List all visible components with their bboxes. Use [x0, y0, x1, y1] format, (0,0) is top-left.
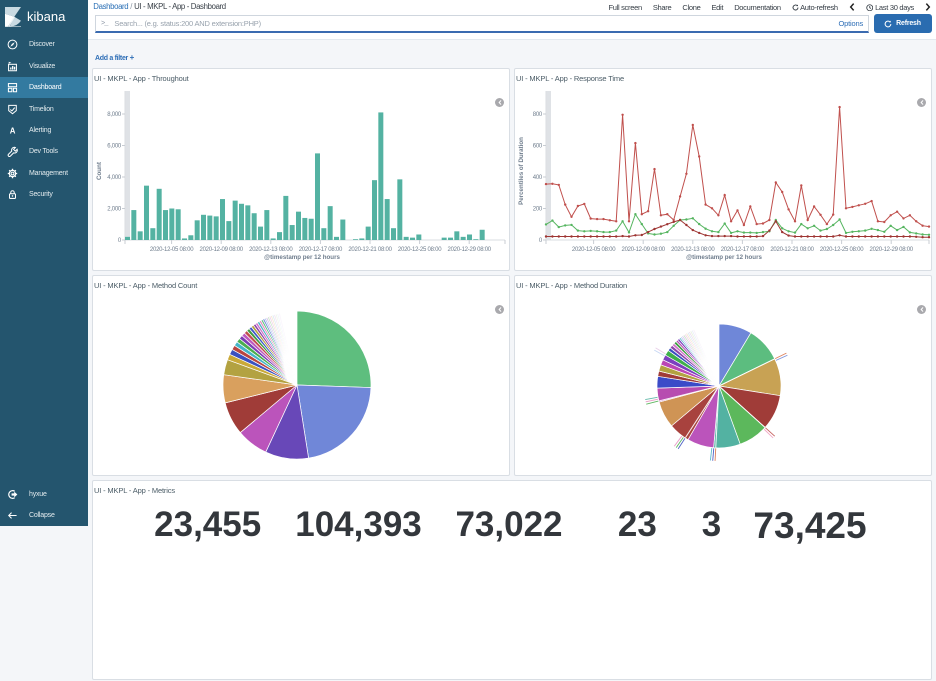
svg-text:0: 0 [539, 238, 543, 244]
svg-text:Count: Count [96, 162, 103, 180]
svg-text:2020-12-25 08:00: 2020-12-25 08:00 [398, 247, 442, 253]
svg-text:2,000: 2,000 [107, 207, 122, 213]
svg-text:@timestamp per 12 hours: @timestamp per 12 hours [264, 254, 340, 261]
svg-text:2020-12-13 08:00: 2020-12-13 08:00 [249, 247, 293, 253]
svg-text:2020-12-29 08:00: 2020-12-29 08:00 [870, 247, 914, 253]
svg-text:Percentiles of Duration: Percentiles of Duration [518, 137, 525, 205]
svg-text:400: 400 [533, 175, 543, 181]
svg-text:2020-12-29 08:00: 2020-12-29 08:00 [448, 247, 492, 253]
svg-text:A: A [10, 127, 16, 136]
svg-text:200: 200 [533, 207, 543, 213]
svg-text:4,000: 4,000 [107, 175, 122, 181]
svg-text:2020-12-05 08:00: 2020-12-05 08:00 [150, 247, 194, 253]
svg-text:2020-12-21 08:00: 2020-12-21 08:00 [770, 247, 814, 253]
svg-text:2020-12-09 08:00: 2020-12-09 08:00 [622, 247, 666, 253]
svg-text:600: 600 [533, 144, 543, 150]
svg-text:0: 0 [118, 238, 122, 244]
svg-text:2020-12-21 08:00: 2020-12-21 08:00 [348, 247, 392, 253]
svg-text:2020-12-17 08:00: 2020-12-17 08:00 [721, 247, 765, 253]
svg-text:2020-12-17 08:00: 2020-12-17 08:00 [299, 247, 343, 253]
svg-text:800: 800 [533, 112, 543, 118]
svg-text:2020-12-09 08:00: 2020-12-09 08:00 [200, 247, 244, 253]
svg-text:2020-12-13 08:00: 2020-12-13 08:00 [671, 247, 715, 253]
svg-text:8,000: 8,000 [107, 112, 122, 118]
svg-text:2020-12-25 08:00: 2020-12-25 08:00 [820, 247, 864, 253]
svg-text:2020-12-05 08:00: 2020-12-05 08:00 [572, 247, 616, 253]
svg-text:6,000: 6,000 [107, 144, 122, 150]
svg-text:@timestamp per 12 hours: @timestamp per 12 hours [686, 254, 762, 261]
